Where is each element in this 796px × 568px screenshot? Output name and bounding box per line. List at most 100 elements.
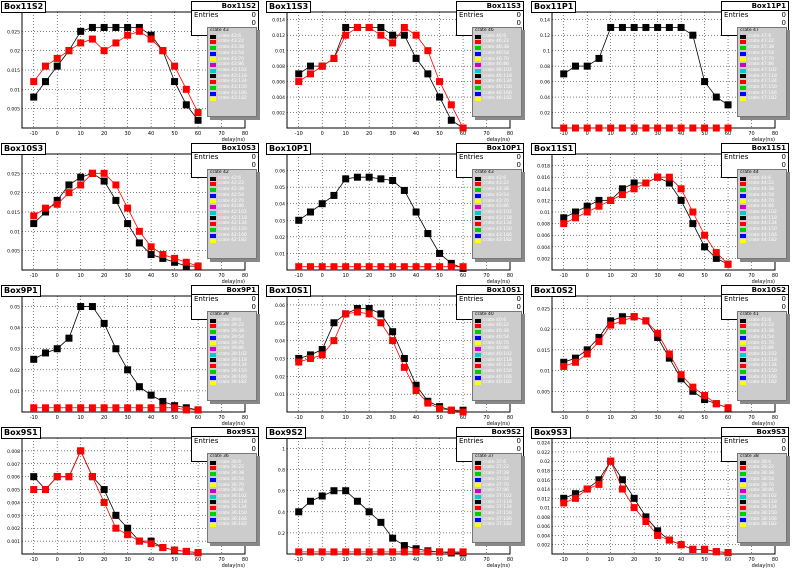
legend-label: crate 47:182: [748, 96, 777, 102]
stat-label: Entries: [194, 295, 219, 303]
stat-label: Entries: [194, 437, 219, 445]
legend-item: crate 39:118: [208, 358, 256, 364]
data-point: [459, 124, 467, 132]
data-point: [77, 447, 85, 455]
data-point: [100, 319, 108, 327]
stat-value: 0: [251, 445, 256, 453]
legend-item: crate 39:38: [208, 329, 256, 335]
data-point: [65, 181, 73, 189]
x-axis-label: delay(ns): [222, 563, 245, 568]
legend-item: crate 46:6: [473, 34, 521, 40]
x-tick-label: -10: [295, 415, 303, 421]
y-tick-label: 0.03: [10, 347, 20, 353]
legend-label: crate 42:150: [218, 226, 247, 232]
legend-label: crate 46:70: [483, 56, 510, 62]
legend-item: crate 38:86: [738, 488, 786, 494]
data-point: [135, 227, 143, 235]
stat-row: Entries 0: [722, 11, 788, 19]
data-point: [654, 531, 662, 539]
x-tick-label: 80: [242, 273, 248, 279]
data-point: [377, 319, 385, 327]
legend-label: crate 40:54: [483, 334, 510, 340]
legend-item: crate 40:150: [473, 369, 521, 375]
x-tick-label: 80: [772, 557, 778, 563]
legend-label: crate 41:166: [748, 374, 777, 380]
data-point: [677, 23, 685, 31]
data-point: [53, 345, 61, 353]
data-point: [112, 181, 120, 189]
legend-label: crate 39:22: [218, 323, 245, 329]
legend-label: crate 37:22: [483, 465, 510, 471]
legend-label: crate 47:166: [748, 90, 777, 96]
legend-item: crate 40:54: [473, 335, 521, 341]
panel-title: Box9S3: [531, 427, 571, 439]
legend-item: crate 41:118: [738, 358, 786, 364]
legend-item: crate 47:118: [738, 74, 786, 80]
legend-item: crate 39:166: [208, 375, 256, 381]
legend-label: crate 36:150: [218, 510, 247, 516]
data-point: [100, 404, 108, 412]
data-point: [400, 186, 408, 194]
legend-swatch: [740, 46, 746, 51]
stat-box-name: Box10S3: [192, 144, 258, 153]
x-tick-label: -10: [560, 131, 568, 137]
legend-swatch: [475, 506, 481, 511]
data-point: [159, 251, 167, 259]
data-point: [712, 254, 720, 262]
legend-item: crate 41:166: [738, 375, 786, 381]
legend-item: crate 44:6: [738, 176, 786, 182]
legend-swatch: [210, 489, 216, 494]
legend-item: crate 40:102: [473, 352, 521, 358]
data-point: [412, 263, 420, 271]
y-tick-label: 0.04: [275, 339, 285, 345]
legend-item: crate 42:86: [208, 204, 256, 210]
data-point: [171, 62, 179, 70]
legend-label: crate 40:150: [483, 368, 512, 374]
data-point: [724, 404, 732, 412]
data-point: [400, 31, 408, 39]
data-point: [400, 23, 408, 31]
data-point: [630, 504, 638, 512]
x-tick-label: 20: [631, 131, 637, 137]
legend-label: crate 46:22: [483, 39, 510, 45]
data-point: [583, 350, 591, 358]
x-tick-label: 30: [389, 557, 395, 563]
data-point: [571, 358, 579, 366]
legend-swatch: [740, 199, 746, 204]
stat-box-name: Box9P1: [192, 286, 258, 295]
legend-label: crate 41:150: [748, 368, 777, 374]
legend-swatch: [210, 466, 216, 471]
stat-row: Entries 0: [192, 11, 258, 19]
data-point: [295, 78, 303, 86]
legend-label: crate 43:102: [218, 67, 247, 73]
stat-label: Entries: [194, 153, 219, 161]
data-point: [701, 124, 709, 132]
legend-item: crate 46:22: [473, 39, 521, 45]
stat-row: 0: [722, 161, 788, 169]
legend-label: crate 43:86: [218, 62, 245, 68]
data-point: [712, 93, 720, 101]
data-point: [171, 254, 179, 262]
data-point: [436, 263, 444, 271]
data-point: [654, 124, 662, 132]
legend-item: crate 43:150: [473, 227, 521, 233]
legend-swatch: [210, 477, 216, 482]
legend-item: crate 46:134: [473, 79, 521, 85]
data-point: [53, 473, 61, 481]
legend-item: crate 42:54: [208, 193, 256, 199]
legend-item: crate 41:150: [738, 369, 786, 375]
x-tick-label: 40: [413, 557, 419, 563]
data-point: [377, 23, 385, 31]
y-tick-label: 0.01: [540, 369, 550, 375]
legend-swatch: [740, 222, 746, 227]
legend-item: crate 47:182: [738, 96, 786, 102]
legend-item: crate 37:70: [473, 483, 521, 489]
y-tick-label: 0.04: [10, 326, 20, 332]
y-tick-label: 0.04: [275, 202, 285, 208]
data-point: [689, 124, 697, 132]
data-point: [159, 404, 167, 412]
legend-swatch: [475, 341, 481, 346]
data-point: [353, 308, 361, 316]
y-tick-label: 0.002: [7, 526, 20, 532]
data-point: [701, 78, 709, 86]
